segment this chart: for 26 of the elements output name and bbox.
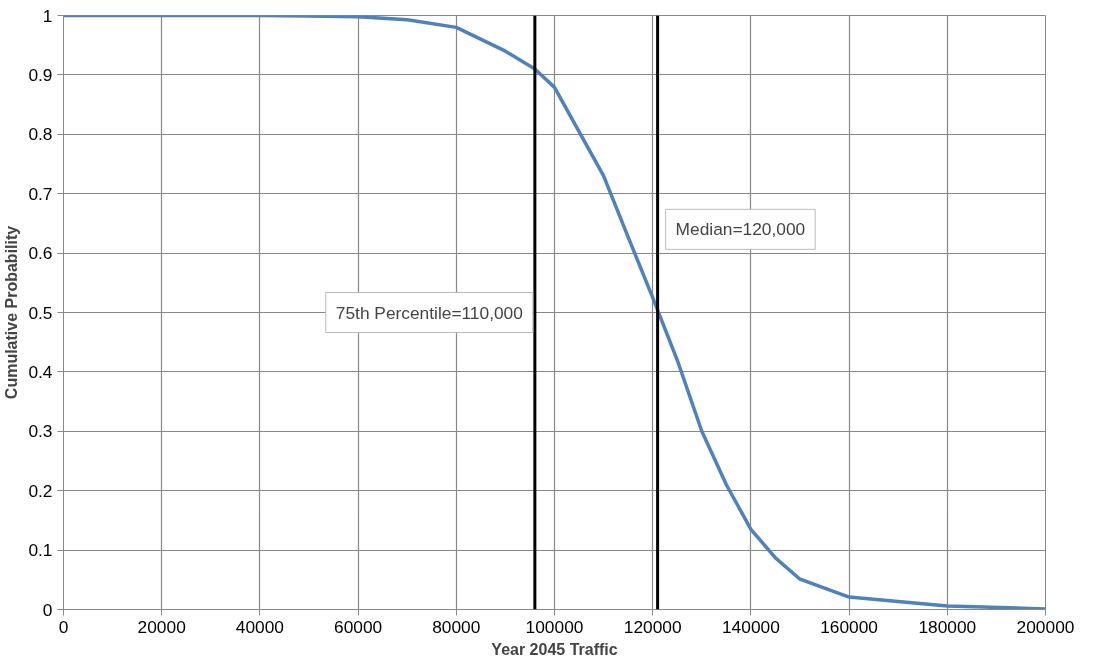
y-tick-label: 0.5 [28,302,53,323]
y-tick-label: 0.8 [28,124,53,145]
x-tick-label: 100000 [525,616,584,637]
x-tick-label: 60000 [334,616,383,637]
y-tick-label: 0.1 [28,540,53,561]
x-tick-label: 120000 [623,616,682,637]
y-tick-label: 1 [42,5,53,26]
y-tick-label: 0.9 [28,64,53,85]
x-tick-label: 160000 [820,616,879,637]
x-tick-label: 0 [58,616,69,637]
y-tick-label: 0.7 [28,183,53,204]
y-tick-label: 0.4 [28,361,53,382]
x-tick-label: 140000 [721,616,780,637]
x-axis-title: Year 2045 Traffic [491,640,618,658]
x-tick-label: 20000 [137,616,186,637]
x-tick-label: 40000 [235,616,284,637]
annotation: Median=120,000 [675,219,806,240]
x-tick-label: 200000 [1016,616,1075,637]
x-tick-label: 180000 [918,616,977,637]
y-tick-label: 0.6 [28,243,53,264]
annotation: 75th Percentile=110,000 [335,302,523,323]
y-tick-label: 0.3 [28,421,53,442]
y-tick-label: 0.2 [28,480,53,501]
y-axis-title: Cumulative Probability [3,225,21,400]
x-tick-label: 80000 [432,616,481,637]
y-tick-label: 0 [42,599,53,620]
